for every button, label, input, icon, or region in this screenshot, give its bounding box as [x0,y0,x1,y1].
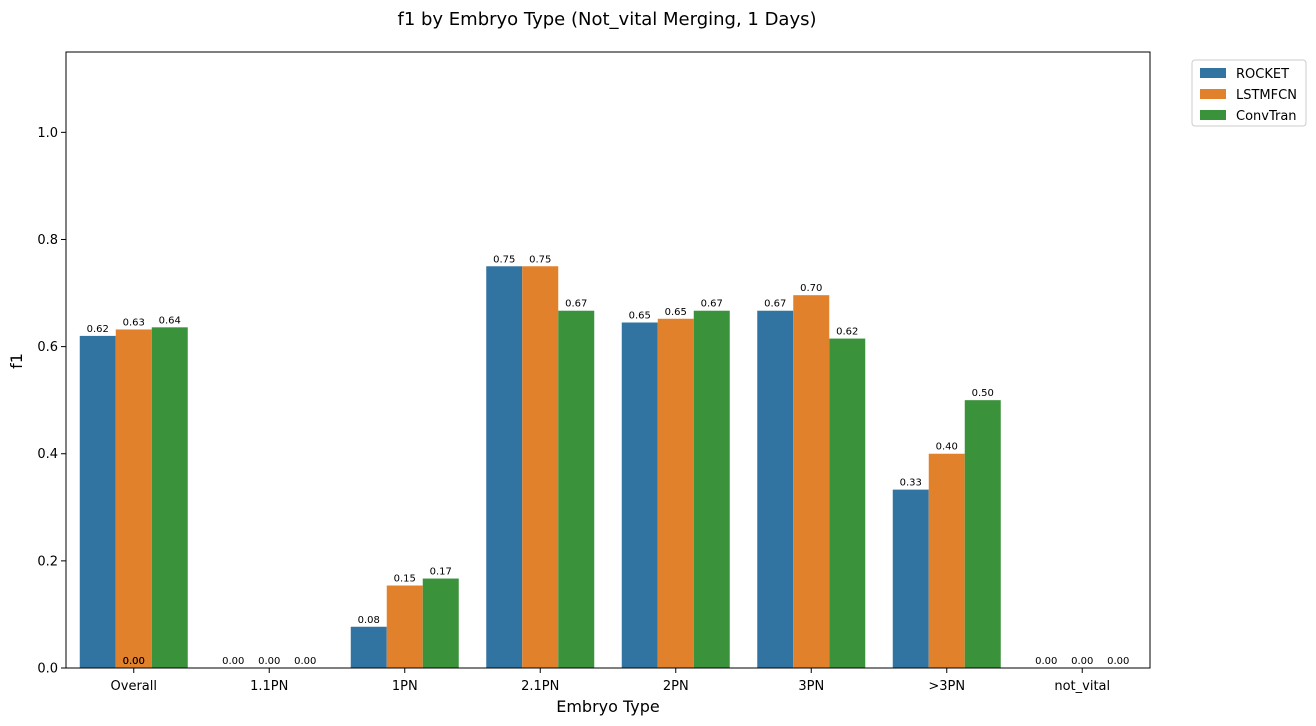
x-tick-label: 2PN [663,679,689,694]
bar-lstmfcn [793,295,830,668]
legend-swatch-rocket [1200,68,1226,78]
bar-rocket [79,335,116,668]
bar-rocket [486,266,523,668]
bar-value-label: 0.00 [222,656,244,667]
bar-value-label: 0.67 [701,299,723,310]
x-tick-label: 2.1PN [521,679,559,694]
bar-value-label: 0.67 [764,299,786,310]
bar-value-label: 0.65 [629,311,651,322]
bar-value-label: 0.00 [258,656,280,667]
y-tick-label: 0.2 [37,554,58,569]
bar-value-label-extra: 0.00 [123,656,145,667]
bar-value-label: 0.50 [972,388,994,399]
bar-value-label: 0.65 [665,307,687,318]
y-axis-title: f1 [7,353,26,369]
plot-area: 0.0 0.2 0.4 0.6 0.8 1.0 Overall 0.62 0.63 0.64 1.1… [37,126,1129,694]
bar-value-label: 0.75 [529,254,551,265]
bar-lstmfcn [386,585,423,668]
bar-convtran [151,327,188,668]
x-axis-title: Embryo Type [556,697,660,716]
bar-value-label: 0.33 [900,478,922,489]
y-tick-label: 0.8 [37,233,58,248]
legend-swatch-lstmfcn [1200,89,1226,99]
chart-title: f1 by Embryo Type (Not_vital Merging, 1 … [397,9,816,30]
bar-rocket [757,310,794,668]
bar-value-label: 0.62 [87,324,109,335]
x-tick-label: 3PN [798,679,824,694]
bar-rocket [350,626,387,668]
bar-convtran [558,310,595,668]
bar-convtran [964,400,1001,668]
x-tick-label: not_vital [1054,679,1110,694]
y-tick-label: 1.0 [37,126,58,141]
bar-value-label: 0.00 [294,656,316,667]
x-tick-label: >3PN [928,679,965,694]
bar-lstmfcn [115,329,152,668]
legend-swatch-convtran [1200,110,1226,120]
bar-value-label: 0.40 [936,442,958,453]
bar-value-label: 0.67 [565,299,587,310]
bar-lstmfcn [657,318,694,668]
y-tick-label: 0.0 [37,662,58,677]
y-tick-label: 0.6 [37,340,58,355]
bar-value-label: 0.00 [1035,656,1057,667]
legend-label-lstmfcn: LSTMFCN [1236,88,1297,103]
bar-lstmfcn [522,266,559,668]
bar-lstmfcn [928,453,965,668]
legend: ROCKET LSTMFCN ConvTran [1191,59,1307,127]
bar-convtran [829,338,866,668]
x-tick-label: Overall [111,679,157,694]
bar-convtran [422,578,459,668]
bar-value-label: 0.62 [836,327,858,338]
bar-value-label: 0.17 [430,567,452,578]
legend-label-convtran: ConvTran [1236,109,1297,124]
x-tick-label: 1PN [392,679,418,694]
bar-value-label: 0.63 [123,317,145,328]
bar-value-label-extra: 0.00 [123,656,145,667]
bar-value-label: 0.70 [800,283,822,294]
bar-rocket [621,322,658,668]
bar-value-label: 0.15 [394,574,416,585]
bar-value-label: 0.75 [493,254,515,265]
bar-value-label: 0.00 [1071,656,1093,667]
y-tick-label: 0.4 [37,447,58,462]
bar-value-label: 0.00 [1107,656,1129,667]
legend-label-rocket: ROCKET [1236,67,1289,82]
plot-frame [65,51,1151,669]
x-tick-label: 1.1PN [250,679,288,694]
bar-rocket [892,489,929,668]
bar-value-label: 0.08 [358,615,380,626]
bar-convtran [693,310,730,668]
bar-value-label: 0.64 [159,315,181,326]
